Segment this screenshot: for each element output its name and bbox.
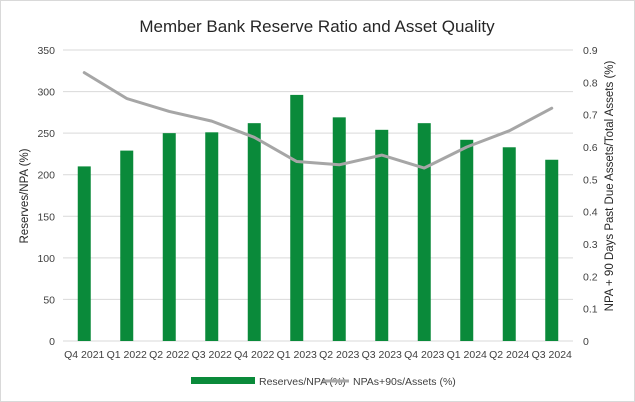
y-tick-label: 350: [37, 45, 55, 57]
y-axis-left-ticks: 0 50 100 150 200 250 300 350: [37, 45, 55, 348]
bar: [77, 166, 91, 341]
legend: Reserves/NPA (%) NPAs+90s/Assets (%): [191, 376, 456, 388]
y2-tick-label: 0.8: [583, 77, 598, 89]
bars: [77, 94, 559, 342]
y2-tick-label: 0.9: [583, 45, 598, 57]
x-tick-label: Q1 2023: [277, 349, 317, 361]
chart-title: Member Bank Reserve Ratio and Asset Qual…: [139, 17, 495, 36]
series-line: [82, 71, 554, 170]
bar: [205, 132, 219, 341]
x-tick-label: Q4 2021: [64, 349, 104, 361]
legend-swatch-bars: [191, 377, 255, 384]
y-tick-label: 50: [43, 294, 55, 306]
legend-label-line: NPAs+90s/Assets (%): [353, 376, 456, 388]
x-tick-label: Q3 2022: [192, 349, 232, 361]
y-axis-left-title: Reserves/NPA (%): [19, 148, 31, 243]
y2-tick-label: 0.1: [583, 304, 598, 316]
y2-tick-label: 0.6: [583, 142, 598, 154]
y-tick-label: 0: [49, 336, 55, 348]
bar: [375, 129, 389, 341]
x-axis-ticks: Q4 2021 Q1 2022 Q2 2022 Q3 2022 Q4 2022 Q1 20…: [64, 349, 572, 361]
y-tick-label: 150: [37, 211, 55, 223]
y-tick-label: 100: [37, 253, 55, 265]
y-tick-label: 300: [37, 87, 55, 99]
y2-tick-label: 0.3: [583, 239, 598, 251]
bar: [162, 133, 176, 341]
y-tick-label: 250: [37, 128, 55, 140]
x-tick-label: Q2 2024: [489, 349, 529, 361]
line-series: [82, 71, 554, 170]
x-tick-label: Q4 2022: [234, 349, 274, 361]
x-tick-label: Q1 2024: [447, 349, 487, 361]
bar: [417, 123, 431, 341]
y2-tick-label: 0.4: [583, 207, 598, 219]
bar: [502, 147, 516, 341]
y-axis-right-ticks: 0 0.1 0.2 0.3 0.4 0.5 0.6 0.7 0.8 0.9: [583, 45, 598, 348]
bar: [290, 94, 304, 341]
x-tick-label: Q2 2022: [149, 349, 189, 361]
bar: [545, 159, 559, 341]
bar: [332, 117, 346, 342]
gridlines: [63, 49, 573, 342]
x-tick-label: Q4 2023: [404, 349, 444, 361]
y-tick-label: 200: [37, 170, 55, 182]
x-tick-label: Q3 2023: [362, 349, 402, 361]
y2-tick-label: 0.7: [583, 110, 598, 122]
y2-tick-label: 0: [583, 336, 589, 348]
x-tick-label: Q3 2024: [532, 349, 572, 361]
y2-tick-label: 0.5: [583, 174, 598, 186]
bar: [460, 139, 474, 341]
x-tick-label: Q2 2023: [319, 349, 359, 361]
bar: [247, 123, 261, 341]
y-axis-right-title: NPA + 90 Days Past Due Assets/Total Asse…: [604, 61, 616, 312]
y2-tick-label: 0.2: [583, 271, 598, 283]
x-tick-label: Q1 2022: [107, 349, 147, 361]
bar: [120, 150, 134, 341]
legend-label-bars: Reserves/NPA (%): [259, 376, 346, 388]
